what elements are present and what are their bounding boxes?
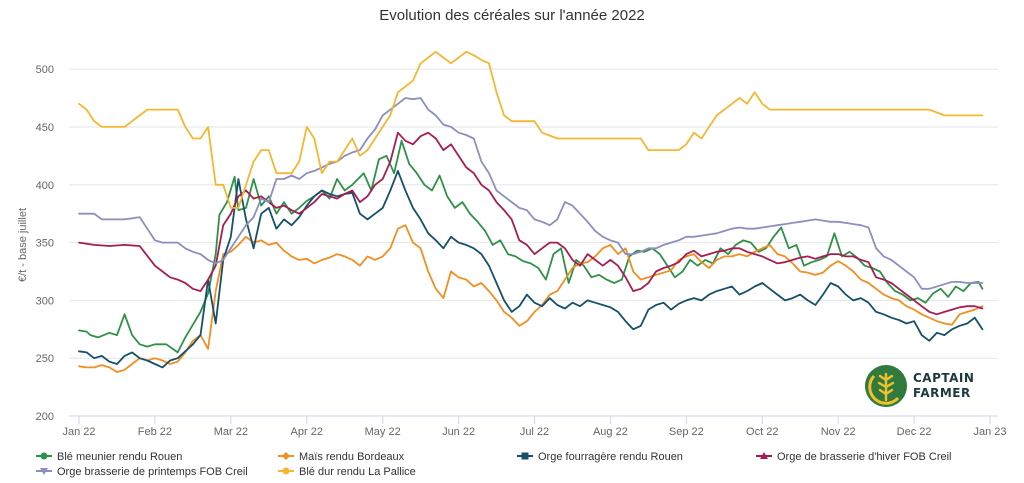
logo-text-line1: CAPTAIN — [913, 371, 974, 385]
legend-item[interactable]: Orge brasserie de printemps FOB Creil — [36, 466, 248, 478]
legend-label: Orge de brasserie d'hiver FOB Creil — [777, 451, 952, 463]
legend-item[interactable]: Orge fourragère rendu Rouen — [517, 451, 683, 463]
logo-text-line2: FARMER — [913, 386, 971, 400]
y-tick-label: 500 — [36, 64, 54, 76]
x-tick-label: Feb 22 — [138, 426, 172, 438]
x-tick-label: Mar 22 — [214, 426, 248, 438]
legend-label: Blé dur rendu La Pallice — [299, 466, 416, 478]
legend-label: Orge fourragère rendu Rouen — [538, 451, 683, 463]
legend-marker — [282, 452, 290, 460]
series-line-4[interactable] — [78, 97, 984, 290]
y-tick-label: 350 — [36, 238, 54, 250]
wheat-icon — [877, 372, 895, 402]
series-line-5[interactable] — [78, 50, 984, 209]
y-tick-label: 200 — [36, 411, 54, 423]
legend-item[interactable]: Maïs rendu Bordeaux — [278, 451, 405, 463]
x-tick-label: Dec 22 — [897, 426, 932, 438]
x-axis-ticks: Jan 22 Feb 22 Mar 22 Apr 22 May 22 Jun 22 Jul … — [62, 415, 1007, 438]
y-tick-label: 300 — [36, 295, 54, 307]
captain-farmer-logo: CAPTAIN FARMER — [865, 365, 974, 407]
legend-item[interactable]: Orge de brasserie d'hiver FOB Creil — [756, 451, 952, 463]
legend-marker — [521, 452, 529, 460]
x-tick-label: Aug 22 — [593, 426, 628, 438]
x-tick-label: Oct 22 — [746, 426, 778, 438]
legend-label: Orge brasserie de printemps FOB Creil — [57, 466, 248, 478]
series-line-3[interactable] — [78, 131, 984, 316]
legend-item[interactable]: Blé meunier rendu Rouen — [36, 451, 182, 463]
legend-marker — [760, 452, 768, 459]
y-tick-label: 400 — [36, 180, 54, 192]
y-tick-label: 250 — [36, 353, 54, 365]
y-axis-ticks: 200 250 300 350 400 450 500 — [36, 64, 54, 423]
legend-item[interactable]: Blé dur rendu La Pallice — [278, 466, 416, 478]
series-line-2[interactable] — [78, 170, 984, 369]
logo-arc — [868, 374, 900, 405]
legend: Blé meunier rendu Rouen Maïs rendu Bordea… — [36, 451, 952, 478]
y-tick-label: 450 — [36, 122, 54, 134]
chart-title: Evolution des céréales sur l'année 2022 — [379, 7, 645, 24]
legend-label: Blé meunier rendu Rouen — [57, 451, 182, 463]
x-tick-label: Jun 22 — [442, 426, 475, 438]
legend-marker — [282, 467, 290, 475]
x-tick-label: Apr 22 — [291, 426, 323, 438]
x-tick-label: Jan 22 — [62, 426, 95, 438]
series-group — [78, 50, 984, 373]
x-tick-label: May 22 — [365, 426, 401, 438]
legend-marker — [40, 452, 48, 460]
x-tick-label: Sep 22 — [669, 426, 704, 438]
x-tick-label: Jul 22 — [520, 426, 549, 438]
series-line-1[interactable] — [78, 224, 984, 373]
x-tick-label: Jan 23 — [973, 426, 1006, 438]
legend-label: Maïs rendu Bordeaux — [299, 451, 405, 463]
legend-marker — [40, 468, 48, 475]
x-tick-label: Nov 22 — [821, 426, 856, 438]
y-axis-title: €/t - base juillet — [17, 208, 29, 282]
